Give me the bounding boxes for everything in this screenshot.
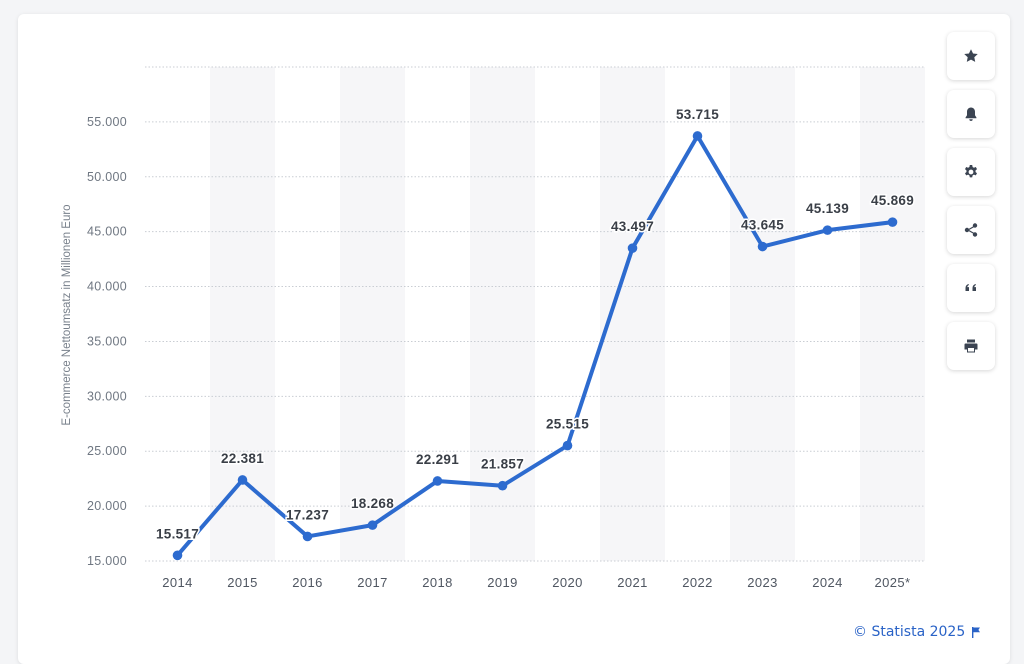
column-band: [470, 66, 535, 562]
side-toolbar: [947, 32, 995, 380]
x-tick-label: 2020: [552, 575, 583, 590]
data-label: 25.515: [546, 417, 589, 432]
x-tick-label: 2021: [617, 575, 648, 590]
quote-icon: [965, 284, 976, 291]
x-tick-label: 2015: [227, 575, 258, 590]
data-point: [367, 520, 378, 530]
data-label: 18.268: [351, 496, 394, 511]
data-point: [887, 217, 898, 227]
x-tick-label: 2018: [422, 575, 453, 590]
data-point: [302, 531, 313, 542]
series-line-group: [172, 131, 898, 561]
bell-icon: [965, 107, 977, 121]
favorite-button[interactable]: [947, 32, 995, 80]
y-axis-title: E-commerce Nettoumsatz in Millionen Euro: [61, 204, 73, 425]
data-label: 22.381: [221, 451, 264, 466]
x-tick-label: 2022: [682, 575, 713, 590]
data-labels: 15.517 22.381 17.237 18.268 22.291 21.857 25.5…: [154, 105, 915, 542]
share-icon: [964, 223, 978, 237]
star-icon: [964, 49, 978, 62]
credit-text[interactable]: © Statista 2025: [853, 624, 966, 640]
y-tick-label: 45.000: [87, 225, 127, 239]
share-button[interactable]: [947, 206, 995, 254]
x-axis-ticks: 2014 2015 2016 2017 2018 2019 2020 2021 2022 2023…: [162, 575, 910, 590]
x-tick-label: 2017: [357, 575, 388, 590]
data-label: 43.645: [741, 218, 784, 233]
data-label: 45.139: [806, 201, 849, 216]
y-tick-label: 30.000: [87, 389, 127, 403]
alternating-column-bands: [210, 66, 925, 562]
data-label: 21.857: [481, 457, 524, 472]
y-tick-label: 55.000: [87, 115, 127, 129]
print-button[interactable]: [947, 322, 995, 370]
data-label: 22.291: [416, 452, 459, 467]
y-tick-label: 35.000: [87, 334, 127, 348]
x-tick-label: 2025*: [875, 575, 911, 590]
x-tick-label: 2023: [747, 575, 778, 590]
line-chart: 15.000 20.000 25.000 30.000 35.000 40.000 45.0…: [61, 66, 925, 590]
settings-button[interactable]: [947, 148, 995, 196]
data-label: 17.237: [286, 507, 329, 522]
column-band: [730, 66, 795, 562]
y-tick-label: 50.000: [87, 170, 127, 184]
data-point: [497, 480, 508, 491]
y-tick-label: 15.000: [87, 554, 127, 568]
data-point: [757, 241, 768, 252]
y-tick-label: 40.000: [87, 280, 127, 294]
data-point: [627, 243, 638, 253]
data-label: 45.869: [871, 193, 914, 208]
flag-icon: [972, 626, 981, 638]
x-tick-label: 2024: [812, 575, 843, 590]
y-tick-label: 20.000: [87, 499, 127, 513]
y-tick-label: 25.000: [87, 444, 127, 458]
data-point: [237, 475, 248, 485]
data-point: [562, 440, 573, 451]
column-band: [210, 66, 275, 562]
column-band: [340, 66, 405, 562]
y-axis-ticks: 15.000 20.000 25.000 30.000 35.000 40.000 45.0…: [87, 115, 127, 568]
statista-credit[interactable]: © Statista 2025: [853, 624, 981, 640]
data-point: [432, 476, 443, 486]
data-point: [172, 550, 183, 561]
x-tick-label: 2019: [487, 575, 518, 590]
data-label: 43.497: [611, 219, 654, 234]
print-icon: [964, 339, 978, 353]
data-point: [692, 131, 703, 141]
data-label: 53.715: [676, 107, 719, 122]
data-point: [822, 225, 833, 235]
data-label: 15.517: [156, 526, 199, 541]
x-tick-label: 2014: [162, 575, 193, 590]
gear-icon: [965, 165, 977, 178]
cite-button[interactable]: [947, 264, 995, 312]
column-band: [860, 66, 925, 562]
notification-button[interactable]: [947, 90, 995, 138]
x-tick-label: 2016: [292, 575, 323, 590]
series-line: [175, 133, 895, 558]
